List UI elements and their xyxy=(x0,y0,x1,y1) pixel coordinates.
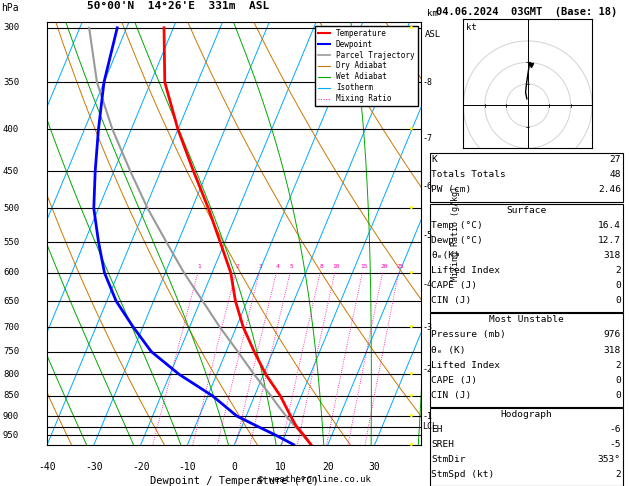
Text: 20: 20 xyxy=(322,462,334,471)
Text: -30: -30 xyxy=(85,462,103,471)
Text: 10: 10 xyxy=(332,264,340,269)
Text: 350: 350 xyxy=(3,78,19,87)
Text: 30: 30 xyxy=(369,462,381,471)
Text: 04.06.2024  03GMT  (Base: 18): 04.06.2024 03GMT (Base: 18) xyxy=(435,7,617,17)
Text: 0: 0 xyxy=(615,376,621,385)
Text: hPa: hPa xyxy=(1,3,19,14)
Text: 950: 950 xyxy=(3,431,19,440)
Text: Dewp (°C): Dewp (°C) xyxy=(431,236,483,245)
Text: 650: 650 xyxy=(3,296,19,306)
Text: 0: 0 xyxy=(615,391,621,400)
Text: 16.4: 16.4 xyxy=(598,221,621,230)
Text: 600: 600 xyxy=(3,268,19,277)
Text: Pressure (mb): Pressure (mb) xyxy=(431,330,506,340)
Text: © weatheronline.co.uk: © weatheronline.co.uk xyxy=(258,474,371,484)
Text: 2.46: 2.46 xyxy=(598,185,621,194)
Text: 2: 2 xyxy=(615,361,621,370)
Text: Surface: Surface xyxy=(506,206,546,215)
Text: 4: 4 xyxy=(276,264,280,269)
Text: 318: 318 xyxy=(604,346,621,355)
Text: 3: 3 xyxy=(259,264,262,269)
Text: km: km xyxy=(427,9,438,17)
Text: -10: -10 xyxy=(179,462,196,471)
Text: •: • xyxy=(408,124,414,135)
Text: SREH: SREH xyxy=(431,440,455,450)
Text: 0: 0 xyxy=(615,281,621,290)
Text: -7: -7 xyxy=(422,134,432,143)
Text: Lifted Index: Lifted Index xyxy=(431,266,501,275)
Text: 353°: 353° xyxy=(598,455,621,465)
Text: EH: EH xyxy=(431,425,443,434)
Text: 900: 900 xyxy=(3,412,19,420)
Text: 500: 500 xyxy=(3,204,19,213)
Text: 27: 27 xyxy=(610,155,621,164)
Text: θₑ(K): θₑ(K) xyxy=(431,251,460,260)
Text: Mixing Ratio (g/kg): Mixing Ratio (g/kg) xyxy=(450,186,460,281)
Text: CAPE (J): CAPE (J) xyxy=(431,376,477,385)
Text: 318: 318 xyxy=(604,251,621,260)
Text: 50°00'N  14°26'E  331m  ASL: 50°00'N 14°26'E 331m ASL xyxy=(87,1,269,11)
Text: 800: 800 xyxy=(3,370,19,379)
Text: -40: -40 xyxy=(38,462,56,471)
Text: Lifted Index: Lifted Index xyxy=(431,361,501,370)
Text: •: • xyxy=(408,391,414,401)
Text: 1: 1 xyxy=(198,264,201,269)
Text: 450: 450 xyxy=(3,167,19,175)
Text: -6: -6 xyxy=(610,425,621,434)
Text: 300: 300 xyxy=(3,23,19,32)
Text: CIN (J): CIN (J) xyxy=(431,296,472,305)
Text: -5: -5 xyxy=(610,440,621,450)
Text: •: • xyxy=(408,440,414,450)
Text: •: • xyxy=(408,23,414,33)
Text: 48: 48 xyxy=(610,170,621,179)
Text: 8: 8 xyxy=(320,264,323,269)
Text: 2: 2 xyxy=(615,470,621,480)
Text: CAPE (J): CAPE (J) xyxy=(431,281,477,290)
Text: -5: -5 xyxy=(422,231,432,240)
Text: Totals Totals: Totals Totals xyxy=(431,170,506,179)
Text: LCL: LCL xyxy=(422,422,437,432)
Text: K: K xyxy=(431,155,437,164)
Text: θₑ (K): θₑ (K) xyxy=(431,346,466,355)
Text: •: • xyxy=(408,268,414,278)
Text: ASL: ASL xyxy=(425,30,441,39)
Text: 976: 976 xyxy=(604,330,621,340)
Text: 750: 750 xyxy=(3,347,19,356)
Text: 550: 550 xyxy=(3,238,19,246)
Text: 0: 0 xyxy=(231,462,237,471)
Text: 12.7: 12.7 xyxy=(598,236,621,245)
Text: Dewpoint / Temperature (°C): Dewpoint / Temperature (°C) xyxy=(150,476,319,486)
Text: PW (cm): PW (cm) xyxy=(431,185,472,194)
Text: StmDir: StmDir xyxy=(431,455,466,465)
Text: kt: kt xyxy=(466,23,477,32)
Text: 0: 0 xyxy=(615,296,621,305)
Text: •: • xyxy=(408,203,414,213)
Text: 850: 850 xyxy=(3,391,19,400)
Text: StmSpd (kt): StmSpd (kt) xyxy=(431,470,495,480)
Text: Most Unstable: Most Unstable xyxy=(489,315,564,325)
Legend: Temperature, Dewpoint, Parcel Trajectory, Dry Adiabat, Wet Adiabat, Isotherm, Mi: Temperature, Dewpoint, Parcel Trajectory… xyxy=(315,26,418,106)
Text: 15: 15 xyxy=(360,264,367,269)
Text: Temp (°C): Temp (°C) xyxy=(431,221,483,230)
Text: Hodograph: Hodograph xyxy=(500,410,552,419)
Text: •: • xyxy=(408,369,414,380)
Text: 2: 2 xyxy=(615,266,621,275)
Text: -6: -6 xyxy=(422,182,432,191)
Text: -3: -3 xyxy=(422,323,432,332)
Text: 5: 5 xyxy=(289,264,293,269)
Text: •: • xyxy=(408,411,414,421)
Text: -4: -4 xyxy=(422,280,432,289)
Text: -2: -2 xyxy=(422,365,432,375)
Text: •: • xyxy=(408,322,414,332)
Text: 700: 700 xyxy=(3,323,19,332)
Text: -20: -20 xyxy=(132,462,150,471)
Text: CIN (J): CIN (J) xyxy=(431,391,472,400)
Text: 2: 2 xyxy=(235,264,239,269)
Text: -1: -1 xyxy=(422,412,432,420)
Text: 25: 25 xyxy=(396,264,404,269)
Text: 10: 10 xyxy=(276,462,287,471)
Text: -8: -8 xyxy=(422,78,432,87)
Text: 20: 20 xyxy=(380,264,387,269)
Text: 400: 400 xyxy=(3,125,19,134)
